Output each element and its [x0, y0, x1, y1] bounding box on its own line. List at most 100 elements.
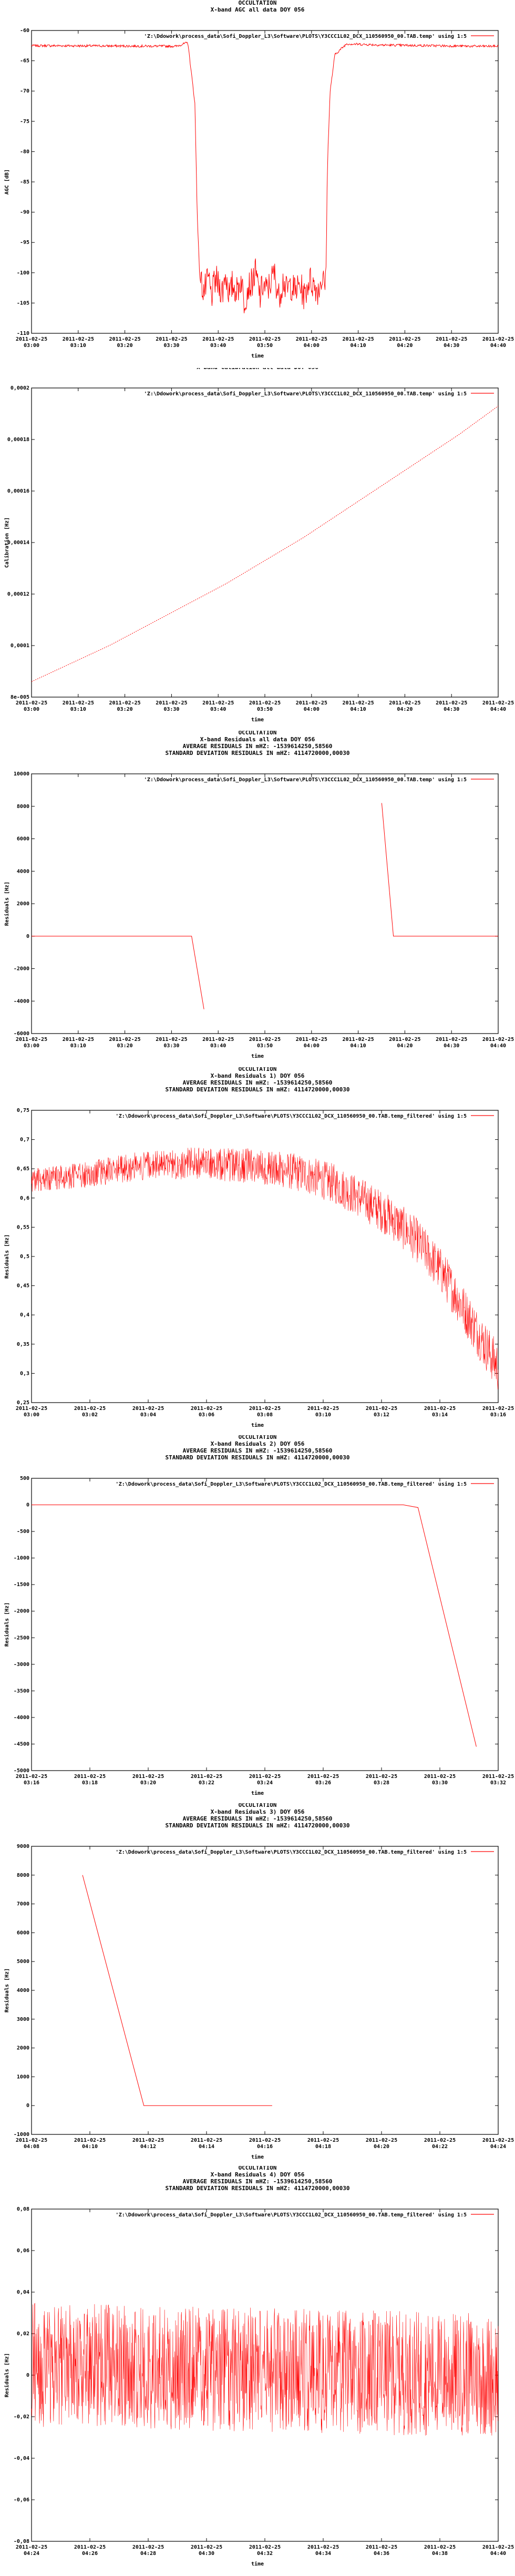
y-tick-label: -4000	[14, 1715, 29, 1721]
x-tick-label-date: 2011-02-25	[16, 2544, 47, 2550]
x-tick-label-time: 03:20	[117, 343, 133, 349]
y-tick-label: 0,00014	[7, 540, 29, 546]
series-agc-line	[31, 42, 499, 313]
chart-title-line: OCCULTATION	[239, 1803, 277, 1808]
x-tick-label-time: 03:04	[140, 1412, 156, 1418]
x-tick-label-date: 2011-02-25	[424, 2544, 456, 2550]
x-tick-label-time: 03:40	[210, 707, 226, 712]
chart-title-line: AVERAGE RESIDUALS IN mHZ: -1539614250,58…	[183, 1815, 333, 1822]
y-tick-label: -95	[20, 240, 29, 246]
x-tick-label-date: 2011-02-25	[191, 2138, 222, 2143]
x-tick-label-time: 03:30	[163, 343, 179, 349]
x-tick-label-time: 04:26	[82, 2551, 98, 2557]
y-tick-label: -2000	[14, 1609, 29, 1614]
x-tick-label-date: 2011-02-25	[249, 700, 281, 706]
x-tick-label-date: 2011-02-25	[296, 700, 327, 706]
x-tick-label-time: 03:16	[490, 1412, 506, 1418]
x-tick-label-date: 2011-02-25	[249, 1774, 281, 1780]
y-axis-label: Residuals [Hz]	[4, 882, 10, 926]
chart-title-line: OCCULTATION	[239, 1067, 277, 1072]
x-tick-label-time: 03:26	[315, 1780, 331, 1786]
y-tick-label: 0	[26, 934, 29, 939]
series-residuals-segment-2	[381, 803, 498, 937]
x-tick-label-date: 2011-02-25	[156, 1037, 187, 1042]
y-tick-label: 5000	[17, 1959, 29, 1965]
x-tick-label-time: 03:22	[199, 1780, 214, 1786]
legend-label: 'Z:\Ddowork\process_data\Sofi_Doppler_L3…	[116, 1113, 467, 1119]
y-tick-label: -0,04	[14, 2456, 29, 2461]
legend-label: 'Z:\Ddowork\process_data\Sofi_Doppler_L3…	[116, 2212, 467, 2218]
x-tick-label-time: 03:30	[163, 707, 179, 712]
x-tick-label-time: 03:16	[24, 1780, 39, 1786]
y-tick-label: -3500	[14, 1688, 29, 1694]
y-tick-label: -85	[20, 179, 29, 185]
x-tick-label-date: 2011-02-25	[482, 2138, 514, 2143]
chart-title-line: AVERAGE RESIDUALS IN mHZ: -1539614250,58…	[183, 1447, 333, 1454]
y-tick-label: -6000	[14, 1031, 29, 1037]
x-tick-label-date: 2011-02-25	[389, 700, 420, 706]
y-axis-label: Residuals [Hz]	[4, 1602, 10, 1647]
x-tick-label-time: 04:40	[490, 707, 506, 712]
chart-title-line: STANDARD DEVIATION RESIDUALS IN mHZ: 411…	[166, 1454, 350, 1461]
x-tick-label-date: 2011-02-25	[132, 1406, 164, 1412]
x-tick-label-date: 2011-02-25	[202, 700, 234, 706]
x-tick-label-time: 04:00	[304, 343, 320, 349]
y-tick-label: 2000	[17, 2046, 29, 2051]
y-tick-label: 0	[26, 1502, 29, 1508]
x-tick-label-time: 04:30	[444, 1043, 459, 1049]
y-tick-label: 0,25	[17, 1400, 29, 1406]
x-tick-label-time: 03:40	[210, 343, 226, 349]
x-tick-label-date: 2011-02-25	[424, 2138, 456, 2143]
x-tick-label-time: 04:24	[24, 2551, 39, 2557]
chart-title-line: AVERAGE RESIDUALS IN mHZ: -1539614250,58…	[183, 2178, 333, 2185]
chart-title-line: X-band Residuals 3) DOY 056	[211, 1808, 305, 1815]
y-tick-label: -105	[17, 300, 29, 306]
x-tick-label-date: 2011-02-25	[249, 1406, 281, 1412]
x-tick-label-time: 04:00	[304, 707, 320, 712]
x-tick-label-time: 04:20	[397, 343, 413, 349]
y-tick-label: 7000	[17, 1902, 29, 1907]
x-tick-label-time: 03:00	[24, 1043, 39, 1049]
y-tick-label: 1000	[17, 2074, 29, 2080]
chart-title-line: X-band Residuals 4) DOY 056	[211, 2171, 305, 2178]
y-tick-label: 0,3	[20, 1371, 29, 1376]
y-axis-label: Residuals [Hz]	[4, 2353, 10, 2397]
y-tick-label: -2000	[14, 966, 29, 972]
chart-title-line: AVERAGE RESIDUALS IN mHZ: -1539614250,58…	[183, 1079, 333, 1086]
y-tick-label: 0,02	[17, 2331, 29, 2337]
y-tick-label: 0,06	[17, 2248, 29, 2254]
y-axis-label: Calibration [Hz]	[4, 517, 10, 568]
x-axis-label: time	[251, 1053, 264, 1059]
chart-title-line: STANDARD DEVIATION RESIDUALS IN mHZ: 411…	[166, 2185, 350, 2192]
x-tick-label-date: 2011-02-25	[202, 336, 234, 342]
y-tick-label: 0,00012	[7, 591, 29, 597]
y-tick-label: 0,75	[17, 1108, 29, 1113]
x-tick-label-date: 2011-02-25	[132, 1774, 164, 1780]
y-tick-label: 0,00018	[7, 437, 29, 443]
x-tick-label-time: 03:50	[257, 343, 273, 349]
x-tick-label-date: 2011-02-25	[424, 1774, 456, 1780]
x-tick-label-time: 04:16	[257, 2144, 273, 2150]
x-tick-label-date: 2011-02-25	[63, 336, 94, 342]
x-tick-label-date: 2011-02-25	[482, 1037, 514, 1042]
x-tick-label-date: 2011-02-25	[482, 336, 514, 342]
y-tick-label: 0,0002	[11, 385, 29, 391]
x-tick-label-time: 04:34	[315, 2551, 331, 2557]
chart-title-line: X-band Residuals 2) DOY 056	[211, 1440, 305, 1447]
y-tick-label: -1000	[14, 1556, 29, 1561]
y-tick-label: 10000	[14, 771, 29, 777]
x-tick-label-date: 2011-02-25	[74, 1406, 106, 1412]
chart-title-line: OCCULTATION	[239, 1435, 277, 1440]
x-tick-label-time: 04:30	[444, 343, 459, 349]
x-tick-label-date: 2011-02-25	[342, 1037, 374, 1042]
x-tick-label-time: 04:08	[24, 2144, 39, 2150]
x-tick-label-date: 2011-02-25	[307, 1774, 339, 1780]
x-tick-label-date: 2011-02-25	[249, 2544, 281, 2550]
y-tick-label: 0,7	[20, 1137, 29, 1143]
series-residuals-line	[32, 1505, 477, 1747]
